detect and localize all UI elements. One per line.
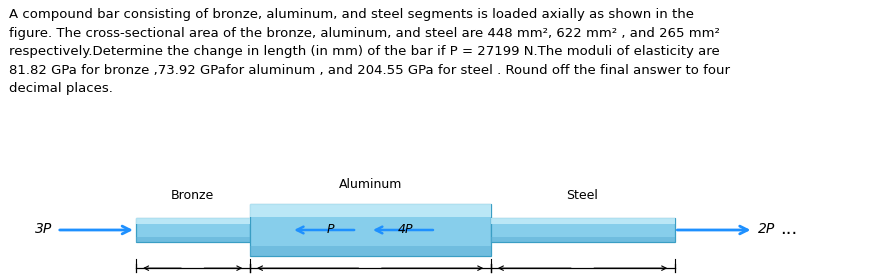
Bar bbox=[491, 218, 675, 242]
Text: 3P: 3P bbox=[35, 222, 53, 236]
Text: Aluminum: Aluminum bbox=[338, 178, 402, 190]
Bar bbox=[136, 218, 250, 224]
Bar bbox=[136, 218, 250, 242]
Bar bbox=[250, 246, 491, 256]
Bar bbox=[136, 237, 250, 242]
Text: Bronze: Bronze bbox=[171, 189, 215, 202]
Text: ...: ... bbox=[780, 220, 797, 238]
Bar bbox=[250, 204, 491, 256]
Bar bbox=[491, 218, 675, 224]
Bar bbox=[491, 237, 675, 242]
Bar bbox=[250, 204, 491, 217]
Text: 4P: 4P bbox=[398, 223, 413, 236]
Text: A compound bar consisting of bronze, aluminum, and steel segments is loaded axia: A compound bar consisting of bronze, alu… bbox=[9, 8, 730, 95]
Text: 2P: 2P bbox=[758, 222, 775, 236]
Text: Steel: Steel bbox=[567, 189, 598, 202]
Text: P: P bbox=[327, 223, 335, 236]
